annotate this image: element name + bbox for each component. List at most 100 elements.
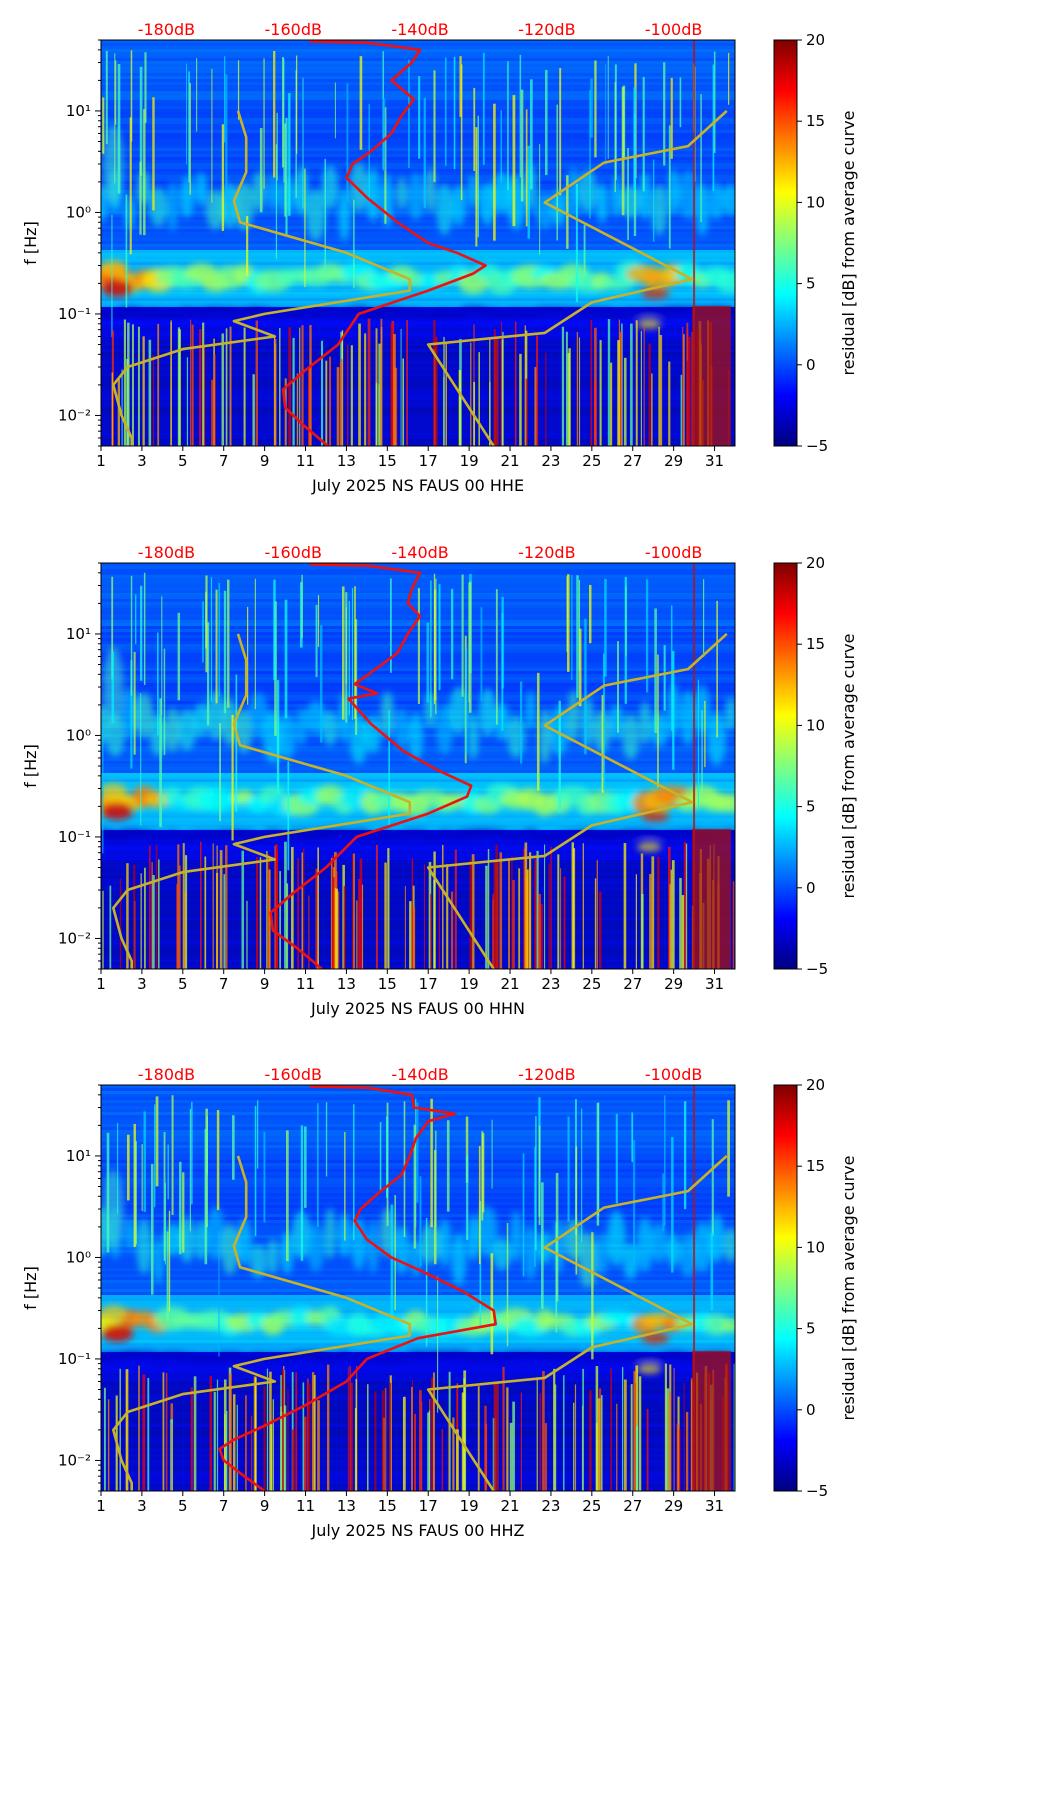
x-tick-label: 7 — [219, 452, 229, 470]
x-axis-title: July 2025 NS FAUS 00 HHZ — [311, 1521, 525, 1540]
x-tick-label: 15 — [378, 452, 397, 470]
x-tick-label: 21 — [500, 975, 519, 993]
series-line-high-noise-model — [426, 109, 728, 446]
series-line-median-PSD — [281, 40, 487, 446]
db-label: -120dB — [518, 20, 575, 39]
x-tick-label: 5 — [178, 975, 188, 993]
y-tick-label: 10⁻¹ — [58, 828, 91, 846]
x-axis: 1 3 5 7 9 11 13 15 17 19 21 23 25 27 29 31 — [96, 446, 724, 470]
colorbar-tick-label: 5 — [806, 275, 816, 293]
spectrogram-image — [101, 40, 735, 446]
y-tick-label: 10⁻¹ — [58, 1350, 91, 1368]
y-axis-title: f [Hz] — [21, 221, 40, 265]
db-label: -120dB — [518, 1065, 575, 1084]
x-tick-label: 7 — [219, 1497, 229, 1515]
x-tick-label: 17 — [419, 975, 438, 993]
db-label: -140dB — [391, 543, 448, 562]
x-tick-label: 21 — [500, 1497, 519, 1515]
x-tick-label: 13 — [337, 1497, 356, 1515]
top-db-axis: -180dB -160dB -140dB -120dB -100dB — [138, 20, 703, 39]
y-tick-label: 10⁻² — [58, 929, 91, 947]
db-label: -140dB — [391, 20, 448, 39]
y-tick-label: 10¹ — [66, 625, 91, 643]
x-tick-label: 31 — [705, 452, 724, 470]
hotspot — [101, 279, 134, 298]
x-axis-title: July 2025 NS FAUS 00 HHN — [310, 999, 525, 1018]
hot-strip — [692, 305, 731, 446]
spectrogram-streaks — [102, 50, 730, 446]
series-line-median-PSD — [218, 1085, 498, 1491]
db-label: -180dB — [138, 20, 195, 39]
hot-strip — [693, 40, 696, 446]
db-label: -100dB — [645, 20, 702, 39]
colorbar-tick-label: 15 — [806, 112, 825, 130]
x-tick-label: 23 — [541, 1497, 560, 1515]
series-line-high-noise-model — [426, 632, 728, 969]
colorbar: −5 0 5 10 15 20 residual [dB] from average cur… — [773, 554, 858, 978]
x-tick-label: 27 — [623, 1497, 642, 1515]
y-tick-label: 10⁻² — [58, 1451, 91, 1469]
x-axis: 1 3 5 7 9 11 13 15 17 19 21 23 25 27 29 31 — [96, 969, 724, 993]
hot-strip — [693, 1085, 696, 1491]
x-tick-label: 11 — [296, 975, 315, 993]
colorbar-gradient — [773, 1084, 798, 1492]
y-tick-label: 10⁻² — [58, 406, 91, 424]
x-axis-title: July 2025 NS FAUS 00 HHE — [311, 476, 524, 495]
hotspot — [101, 1324, 134, 1343]
colorbar-title: residual [dB] from average curve — [839, 634, 858, 899]
colorbar-tick-label: −5 — [806, 1482, 828, 1500]
colorbar-tick-label: 20 — [806, 554, 825, 572]
colorbar-tick-label: 10 — [806, 1238, 825, 1256]
colorbar-tick-label: 20 — [806, 1076, 825, 1094]
y-tick-label: 10⁰ — [66, 726, 91, 744]
db-label: -100dB — [645, 543, 702, 562]
x-tick-label: 23 — [541, 975, 560, 993]
y-axis: 10⁻² 10⁻¹ 10⁰ 10¹ — [58, 1084, 101, 1492]
colorbar-gradient — [773, 39, 798, 447]
db-label: -140dB — [391, 1065, 448, 1084]
spectrogram-field — [101, 40, 735, 446]
hot-strip — [493, 336, 499, 446]
x-tick-label: 29 — [664, 975, 683, 993]
x-tick-label: 3 — [137, 1497, 147, 1515]
y-tick-label: 10¹ — [66, 1147, 91, 1165]
colorbar: −5 0 5 10 15 20 residual [dB] from average cur… — [773, 1076, 858, 1500]
microseism-band — [101, 647, 735, 852]
y-axis-title: f [Hz] — [21, 744, 40, 788]
x-tick-label: 11 — [296, 1497, 315, 1515]
x-tick-label: 27 — [623, 452, 642, 470]
db-label: -180dB — [138, 543, 195, 562]
x-tick-label: 23 — [541, 452, 560, 470]
series-line-low-noise-model — [112, 633, 412, 969]
y-axis-title: f [Hz] — [21, 1266, 40, 1310]
x-tick-label: 29 — [664, 452, 683, 470]
x-tick-label: 5 — [178, 452, 188, 470]
y-axis: 10⁻² 10⁻¹ 10⁰ 10¹ — [58, 39, 101, 447]
spectrogram-image — [101, 1085, 735, 1491]
hot-strip — [493, 859, 499, 969]
colorbar-tick-label: 15 — [806, 635, 825, 653]
db-label: -160dB — [265, 20, 322, 39]
x-tick-label: 25 — [582, 452, 601, 470]
db-label: -100dB — [645, 1065, 702, 1084]
top-db-axis: -180dB -160dB -140dB -120dB -100dB — [138, 543, 703, 562]
colorbar-tick-label: 10 — [806, 193, 825, 211]
colorbar-tick-label: 10 — [806, 716, 825, 734]
hot-strip — [692, 828, 731, 969]
x-tick-label: 25 — [582, 975, 601, 993]
x-tick-label: 3 — [137, 452, 147, 470]
x-tick-label: 13 — [337, 975, 356, 993]
series-line-high-noise-model — [426, 1154, 728, 1491]
x-tick-label: 31 — [705, 975, 724, 993]
x-tick-label: 5 — [178, 1497, 188, 1515]
hot-strip — [693, 563, 696, 969]
series-line-low-noise-model — [112, 110, 412, 446]
x-tick-label: 17 — [419, 1497, 438, 1515]
x-tick-label: 9 — [260, 975, 270, 993]
x-tick-label: 27 — [623, 975, 642, 993]
colorbar: −5 0 5 10 15 20 residual [dB] from average cur… — [773, 31, 858, 455]
